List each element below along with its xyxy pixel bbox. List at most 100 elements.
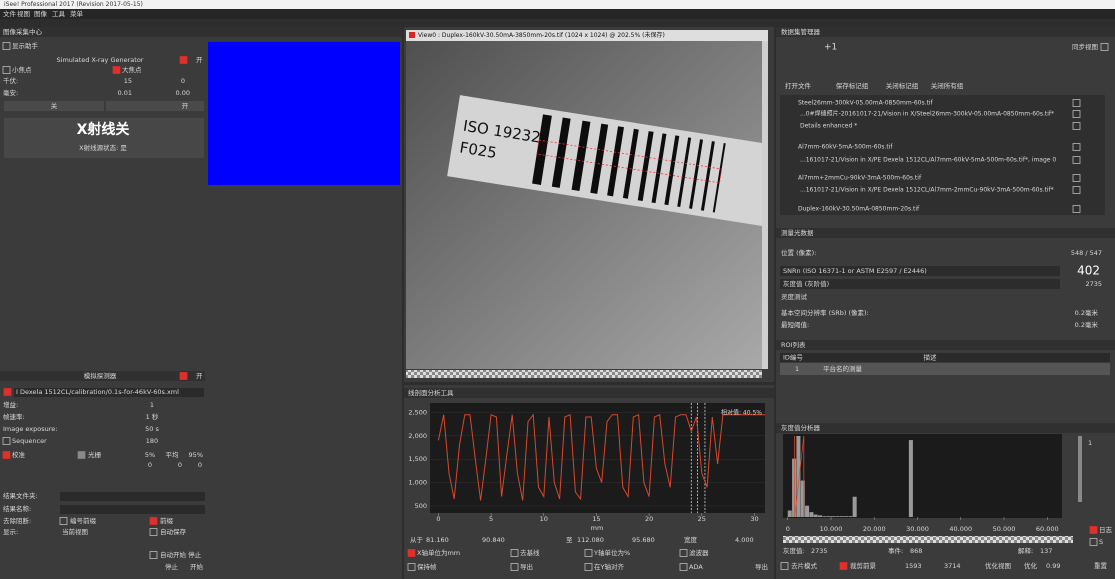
- spin-value[interactable]: 至: [566, 536, 573, 544]
- toolbar-button[interactable]: 关闭所有组: [931, 81, 964, 90]
- checkbox[interactable]: [510, 563, 519, 571]
- spin-value[interactable]: 0.2毫米: [1075, 308, 1099, 317]
- button[interactable]: [4, 101, 104, 111]
- checkbox-label: 裁剪前景: [850, 561, 877, 570]
- checkbox[interactable]: [2, 451, 11, 459]
- spin-value[interactable]: 3714: [944, 562, 961, 570]
- menu-item[interactable]: 工具: [52, 10, 66, 18]
- dropdown[interactable]: 当前视图: [62, 527, 88, 536]
- checkbox[interactable]: [1089, 538, 1098, 546]
- checkbox[interactable]: [407, 563, 416, 571]
- x-tick-label: 60.000: [1036, 525, 1059, 533]
- label[interactable]: 4.000: [735, 536, 754, 544]
- toolbar-button[interactable]: 关闭标记组: [886, 81, 919, 90]
- scrollbar[interactable]: [406, 370, 762, 378]
- button-label[interactable]: 开: [182, 102, 189, 110]
- button-label[interactable]: 关: [51, 101, 58, 110]
- checkbox[interactable]: [1072, 156, 1081, 164]
- spin-value[interactable]: 180: [146, 437, 158, 445]
- panel-title: 数据集管理器: [781, 27, 821, 36]
- spin-value[interactable]: 90.840: [482, 536, 505, 544]
- spin-value[interactable]: 1: [150, 401, 154, 409]
- menu-item[interactable]: 文件: [3, 9, 17, 18]
- checkbox[interactable]: [780, 562, 789, 570]
- tree-item[interactable]: Steel26mm-300kV-05.00mA-0850mm-60s.tif: [798, 100, 934, 107]
- spin-value[interactable]: 0.01: [118, 89, 132, 97]
- profile-roi[interactable]: [536, 139, 723, 184]
- scrollbar[interactable]: [762, 41, 768, 369]
- checkbox[interactable]: [679, 563, 688, 571]
- spin-value[interactable]: 95.680: [632, 536, 655, 544]
- checkbox[interactable]: [77, 451, 86, 459]
- menu-item[interactable]: 图像: [34, 9, 48, 18]
- checkbox[interactable]: [679, 549, 688, 557]
- toggle[interactable]: [179, 372, 188, 380]
- menu-item[interactable]: 视图: [17, 9, 30, 18]
- spin-value[interactable]: 50 s: [145, 425, 159, 433]
- checkbox[interactable]: [1072, 205, 1081, 213]
- tree-item[interactable]: Al7mm+2mmCu-90kV-3mA-500m-60s.tif: [798, 175, 922, 182]
- checkbox[interactable]: [2, 42, 11, 50]
- checkbox[interactable]: [510, 549, 519, 557]
- checkbox[interactable]: [2, 66, 11, 74]
- toggle[interactable]: [179, 56, 188, 64]
- spin-value[interactable]: 1 秒: [146, 412, 159, 421]
- checkbox[interactable]: [149, 517, 158, 525]
- dropdown[interactable]: [780, 266, 1060, 276]
- button-label[interactable]: 重置: [1094, 562, 1108, 570]
- menu-item[interactable]: 菜单: [70, 9, 84, 18]
- tree-item[interactable]: Duplex-160kV-30.50mA-0850mm-20s.tif: [798, 206, 920, 213]
- button-label[interactable]: 开始: [190, 562, 204, 571]
- spin-value[interactable]: 15: [124, 77, 132, 85]
- button[interactable]: [106, 101, 204, 111]
- button-label[interactable]: 导出: [755, 562, 768, 571]
- toolbar-button[interactable]: 打开文件: [785, 81, 812, 90]
- dropdown[interactable]: [780, 279, 1060, 289]
- checkbox[interactable]: [1072, 143, 1081, 151]
- checkbox[interactable]: [149, 528, 158, 536]
- checkbox[interactable]: [1072, 110, 1081, 118]
- tree-item[interactable]: ...161017-21/Vision in X/PE Dexela 1512C…: [800, 187, 1054, 194]
- spin-value[interactable]: 81.160: [426, 536, 449, 544]
- file-path[interactable]: I Dexela 1512CL/calibration/0.1s-for-46k…: [16, 388, 179, 396]
- checkbox[interactable]: [112, 66, 121, 74]
- tree-item[interactable]: ...161017-21/Vision in X/PE Dexela 1512C…: [800, 157, 1056, 164]
- checkbox[interactable]: [1089, 526, 1098, 534]
- checkbox[interactable]: [1072, 186, 1081, 194]
- spin-value[interactable]: 0.2毫米: [1075, 320, 1099, 329]
- spin-value[interactable]: 0.99: [1046, 562, 1060, 570]
- checkbox[interactable]: [59, 517, 68, 525]
- checkbox[interactable]: [1100, 43, 1109, 51]
- checkbox[interactable]: [407, 549, 416, 557]
- tree-item[interactable]: ...0#焊缝照片-20161017-21/Vision in X/Steel2…: [800, 110, 1054, 118]
- cell: 1: [795, 365, 799, 373]
- tree-item[interactable]: Al7mm-60kV-5mA-500m-60s.tif: [798, 144, 893, 151]
- checkbox[interactable]: [584, 549, 593, 557]
- checkbox[interactable]: [1072, 174, 1081, 182]
- spin-value[interactable]: 112.080: [577, 536, 604, 544]
- button-label[interactable]: 优化视图: [985, 561, 1011, 570]
- checkbox[interactable]: [1072, 122, 1081, 130]
- dropdown[interactable]: 灰度值 (灰阶值): [783, 279, 829, 288]
- scrollbar[interactable]: [783, 536, 1073, 543]
- button-label[interactable]: 优化: [1024, 561, 1038, 570]
- button-label[interactable]: 停止: [165, 562, 179, 571]
- dropdown[interactable]: SNRn (ISO 16371-1 or ASTM E2597 / E2446): [783, 267, 927, 275]
- input[interactable]: [60, 505, 205, 514]
- status-icon[interactable]: [3, 388, 12, 396]
- spin-value[interactable]: 1593: [905, 562, 922, 570]
- histogram-bar: [839, 516, 844, 517]
- roi-row[interactable]: [780, 363, 1110, 375]
- tree-item[interactable]: Details enhanced *: [800, 123, 857, 130]
- checkbox[interactable]: [584, 563, 593, 571]
- spin-value[interactable]: 1: [1088, 439, 1092, 447]
- button-label[interactable]: +1: [824, 43, 837, 53]
- input[interactable]: [60, 492, 205, 501]
- checkbox[interactable]: [149, 551, 158, 559]
- toolbar-button[interactable]: 保存标记组: [836, 81, 869, 90]
- checkbox[interactable]: [839, 562, 848, 570]
- file-field[interactable]: [14, 388, 204, 397]
- zoom-slider[interactable]: [1078, 436, 1082, 502]
- checkbox[interactable]: [2, 437, 11, 445]
- checkbox[interactable]: [1072, 99, 1081, 107]
